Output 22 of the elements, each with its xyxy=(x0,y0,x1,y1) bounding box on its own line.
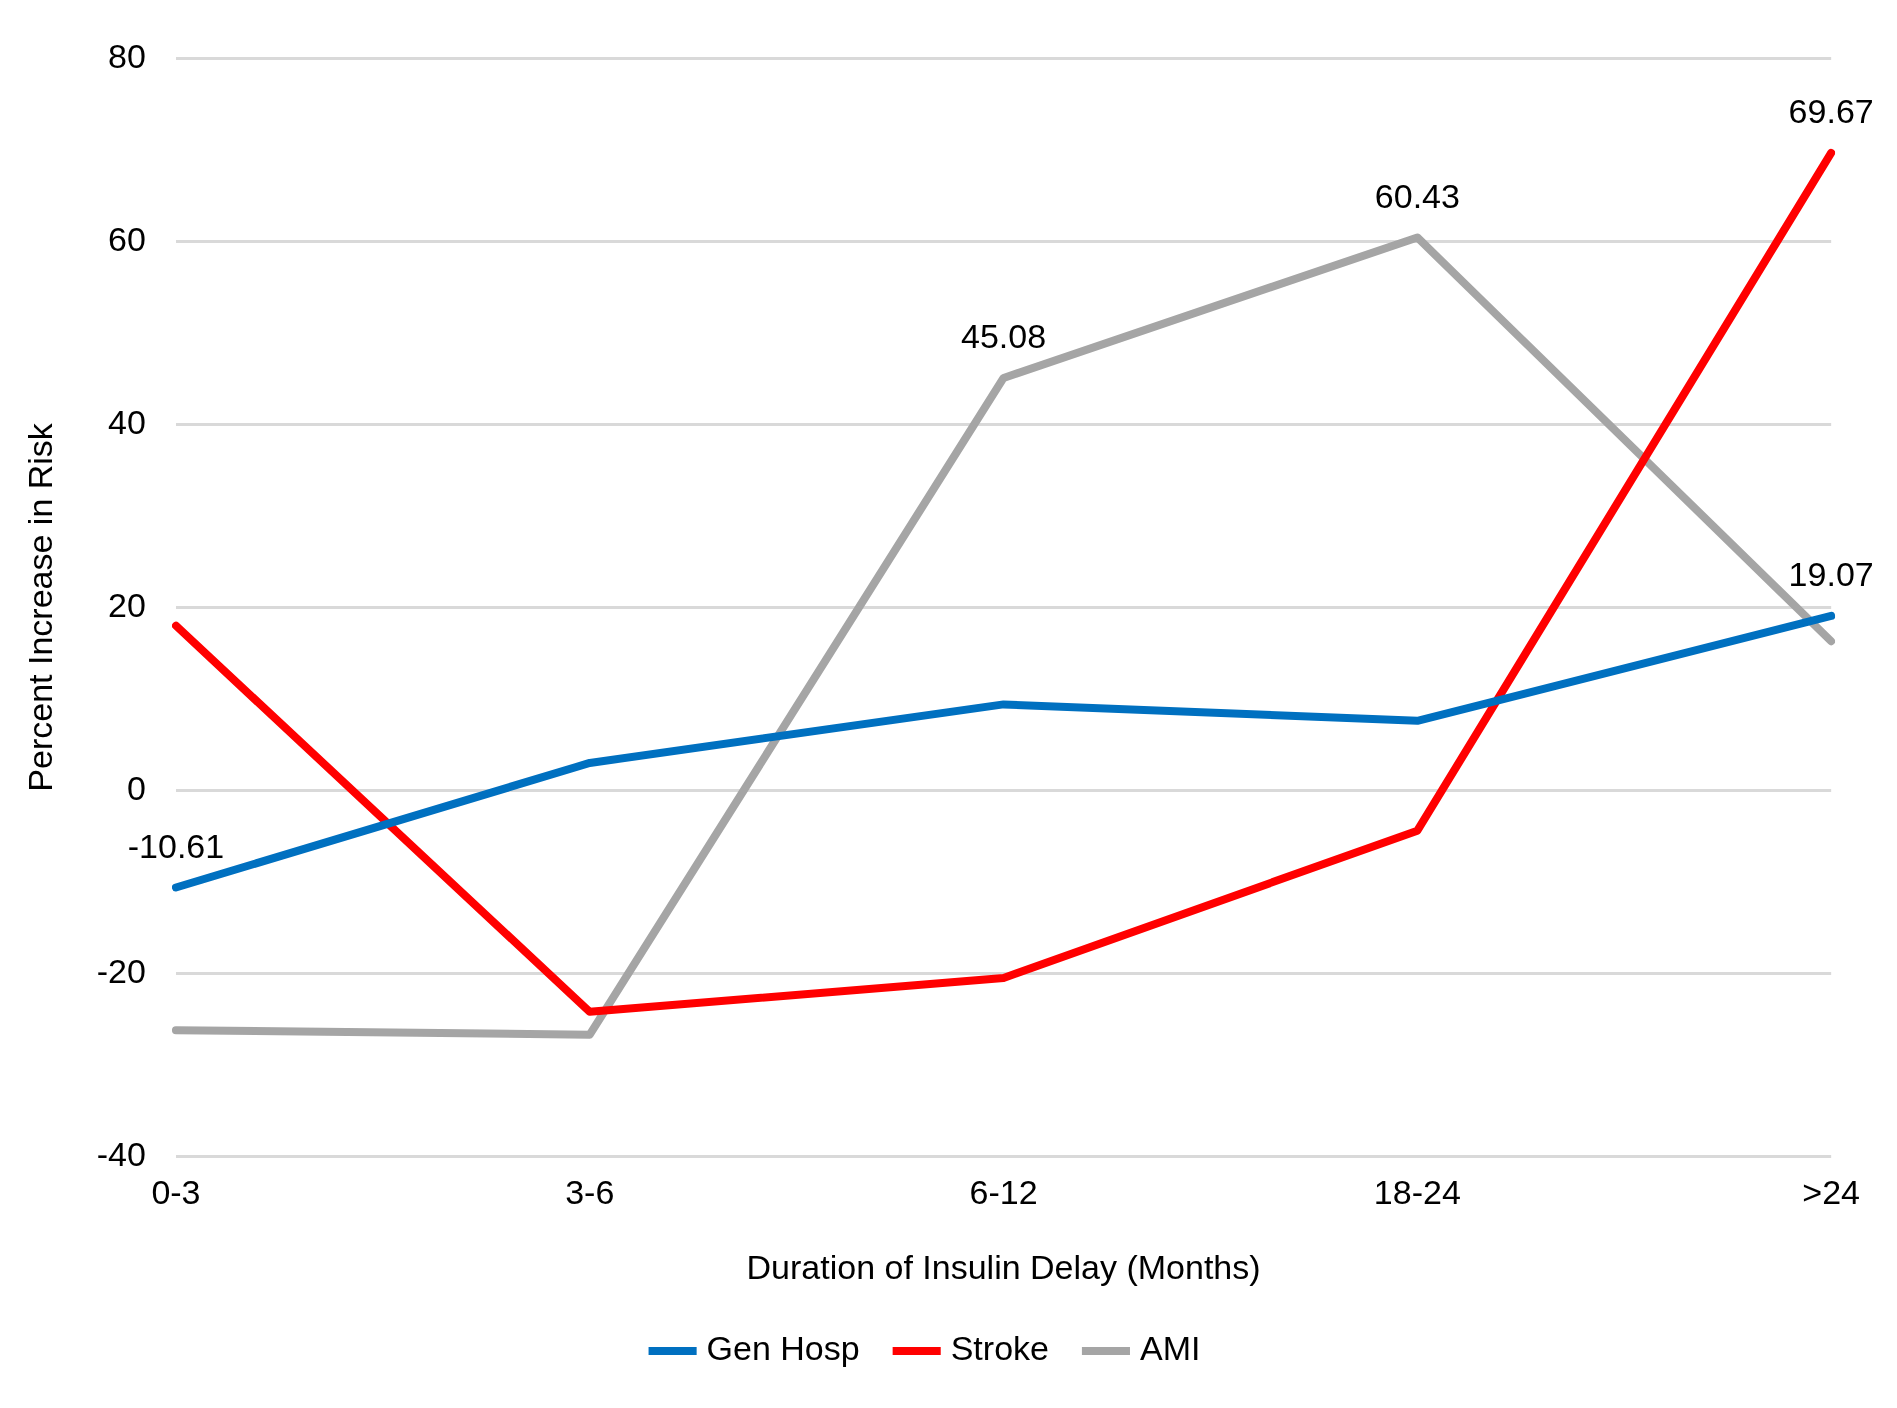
y-tick-label: 60 xyxy=(108,219,146,258)
legend-label: Stroke xyxy=(950,1329,1049,1368)
x-tick-label: 18-24 xyxy=(1373,1173,1461,1212)
data-label: 69.67 xyxy=(1788,92,1874,131)
data-label: 60.43 xyxy=(1374,176,1460,215)
legend-label: Gen Hosp xyxy=(706,1329,860,1368)
x-tick-label: 6-12 xyxy=(969,1173,1038,1212)
x-tick-label: 3-6 xyxy=(565,1173,615,1212)
y-tick-label: -20 xyxy=(96,951,146,990)
y-tick-label: 80 xyxy=(108,36,146,75)
x-tick-label: 0-3 xyxy=(151,1173,201,1212)
legend-label: AMI xyxy=(1139,1329,1201,1368)
y-axis-title: Percent Increase in Risk xyxy=(20,422,59,792)
x-tick-label: >24 xyxy=(1802,1173,1861,1212)
x-axis-title: Duration of Insulin Delay (Months) xyxy=(746,1247,1261,1286)
data-label: 19.07 xyxy=(1788,555,1874,594)
y-tick-label: 20 xyxy=(108,585,146,624)
data-label: -10.61 xyxy=(127,826,225,865)
y-tick-label: 40 xyxy=(108,402,146,441)
y-tick-label: -40 xyxy=(96,1134,146,1173)
data-label: 45.08 xyxy=(961,317,1047,356)
y-tick-label: 0 xyxy=(127,768,146,807)
